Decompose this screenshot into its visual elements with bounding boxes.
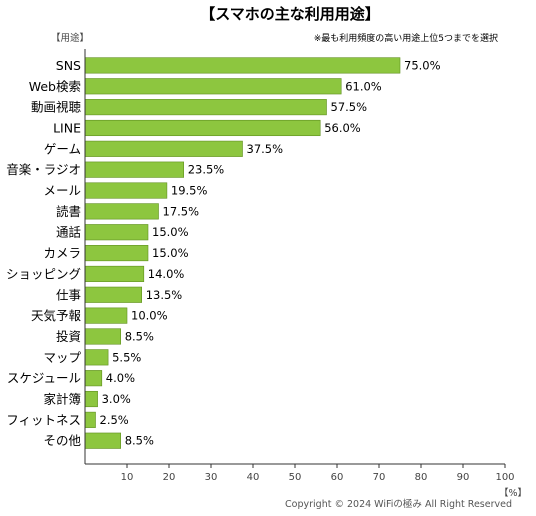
bar bbox=[84, 245, 149, 262]
x-ticks-group: 10 20 30 40 50 60 70 80 90 100 bbox=[121, 464, 515, 483]
category-label: 動画視聴 bbox=[31, 100, 82, 115]
category-label: マップ bbox=[43, 350, 81, 365]
value-label: 61.0% bbox=[345, 79, 382, 93]
category-label: 読書 bbox=[56, 204, 81, 219]
value-label: 56.0% bbox=[324, 121, 361, 135]
value-label: 3.0% bbox=[102, 392, 131, 406]
x-tick-label: 30 bbox=[205, 472, 218, 483]
value-label: 75.0% bbox=[404, 58, 441, 72]
value-label: 8.5% bbox=[125, 434, 154, 448]
bar bbox=[84, 286, 143, 303]
category-label: Web検索 bbox=[29, 79, 81, 94]
x-tick-label: 50 bbox=[289, 472, 302, 483]
category-label: その他 bbox=[43, 433, 81, 448]
x-axis-label: 【%】 bbox=[499, 488, 527, 499]
category-label: 仕事 bbox=[56, 287, 81, 302]
value-label: 15.0% bbox=[152, 225, 189, 239]
category-label: カメラ bbox=[43, 246, 81, 261]
category-label: LINE bbox=[53, 120, 81, 135]
value-label: 19.5% bbox=[171, 184, 208, 198]
chart-title: 【スマホの主な利用用途】 bbox=[200, 5, 380, 23]
category-label: 通話 bbox=[56, 225, 81, 240]
x-tick-label: 10 bbox=[121, 472, 134, 483]
category-label: ショッピング bbox=[6, 266, 81, 281]
bar bbox=[84, 349, 109, 366]
y-axis-label: 【用途】 bbox=[51, 32, 89, 44]
bar bbox=[84, 161, 184, 178]
chart-subtitle: ※最も利用頻度の高い用途上位5つまでを選択 bbox=[314, 32, 498, 44]
value-label: 23.5% bbox=[188, 163, 225, 177]
bar bbox=[84, 370, 103, 387]
bar bbox=[84, 265, 145, 282]
x-tick-label: 90 bbox=[457, 472, 470, 483]
bar bbox=[84, 182, 168, 199]
bar bbox=[84, 140, 243, 157]
bar bbox=[84, 328, 122, 345]
value-label: 37.5% bbox=[247, 142, 284, 156]
category-label: スケジュール bbox=[7, 371, 81, 386]
value-label: 4.0% bbox=[106, 371, 135, 385]
bar bbox=[84, 307, 128, 324]
category-label: 家計簿 bbox=[43, 392, 81, 407]
value-label: 15.0% bbox=[152, 246, 189, 260]
category-label: 音楽・ラジオ bbox=[6, 162, 81, 177]
category-label: 天気予報 bbox=[31, 308, 82, 323]
x-tick-label: 20 bbox=[163, 472, 176, 483]
bar bbox=[84, 203, 159, 220]
value-label: 13.5% bbox=[146, 288, 183, 302]
value-label: 8.5% bbox=[125, 329, 154, 343]
value-label: 5.5% bbox=[112, 350, 141, 364]
bar bbox=[84, 99, 327, 116]
bar bbox=[84, 390, 98, 408]
value-label: 17.5% bbox=[163, 204, 200, 218]
copyright-text: Copyright © 2024 WiFiの極み All Right Reser… bbox=[285, 498, 512, 510]
category-label: 投資 bbox=[56, 329, 81, 344]
bar bbox=[84, 224, 149, 241]
value-label: 2.5% bbox=[100, 413, 129, 427]
x-tick-label: 70 bbox=[373, 472, 386, 483]
x-tick-label: 40 bbox=[247, 472, 260, 483]
value-label: 10.0% bbox=[131, 309, 168, 323]
bar bbox=[84, 411, 96, 428]
bar bbox=[84, 78, 342, 95]
category-label: フィットネス bbox=[6, 412, 81, 427]
bars-group: SNS 75.0% Web検索 61.0% 動画視聴 57.5% LINE 56.0% ゲーム 3… bbox=[6, 57, 441, 449]
bar bbox=[84, 57, 401, 74]
bar bbox=[84, 432, 122, 449]
category-label: ゲーム bbox=[44, 141, 81, 156]
x-tick-label: 80 bbox=[415, 472, 428, 483]
category-label: SNS bbox=[56, 58, 81, 73]
category-label: メール bbox=[43, 183, 81, 198]
bar bbox=[84, 119, 321, 137]
x-tick-label: 60 bbox=[331, 472, 344, 483]
x-tick-label: 100 bbox=[495, 472, 514, 483]
value-label: 14.0% bbox=[148, 267, 185, 281]
value-label: 57.5% bbox=[331, 100, 368, 114]
